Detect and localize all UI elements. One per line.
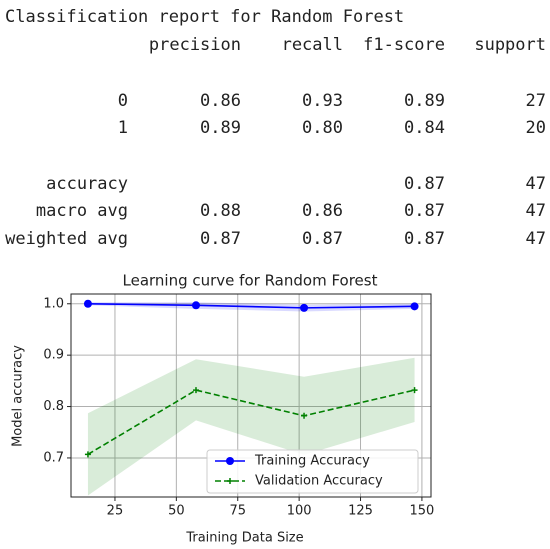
legend-box xyxy=(206,449,419,494)
cell: 0.87 xyxy=(200,229,241,249)
y-tick-label: 0.9 xyxy=(43,348,64,363)
x-tick-label: 25 xyxy=(107,504,124,519)
x-axis-label: Training Data Size xyxy=(185,531,303,546)
marker xyxy=(301,412,308,419)
legend-marker xyxy=(226,457,234,465)
cell: 0.93 xyxy=(302,91,343,111)
cell: 0.87 xyxy=(302,229,343,249)
legend-label: Validation Accuracy xyxy=(255,474,383,489)
cell: 0.86 xyxy=(200,91,241,111)
report-table: precision recall f1-score support 0 0.86 0.93 0… xyxy=(5,35,546,249)
column-header: f1-score xyxy=(363,35,445,55)
cell: 0.87 xyxy=(404,201,445,221)
line xyxy=(87,302,415,309)
y-axis-label: Model accuracy xyxy=(11,345,26,447)
confidence-band xyxy=(87,357,415,496)
x-tick-label: 100 xyxy=(287,504,312,519)
row-label: accuracy xyxy=(46,174,128,194)
chart: Learning curve for Random Forest Trainin… xyxy=(11,272,435,546)
marker xyxy=(411,387,418,394)
report-title: Classification report for Random Forest xyxy=(5,7,404,27)
cell: 0.89 xyxy=(404,91,445,111)
marker xyxy=(84,451,91,458)
row-label: 0 xyxy=(118,91,128,111)
marker xyxy=(83,299,92,308)
row-label: 1 xyxy=(118,118,128,138)
cell: 0.87 xyxy=(404,174,445,194)
legend-label: Training Accuracy xyxy=(254,454,370,469)
cell: 0.80 xyxy=(302,118,343,138)
cell: 20 xyxy=(526,118,546,138)
cell: 47 xyxy=(526,229,546,249)
line xyxy=(87,389,415,456)
marker xyxy=(192,387,199,394)
chart-title: Learning curve for Random Forest xyxy=(123,272,378,290)
column-header: support xyxy=(474,35,546,55)
row-label: macro avg xyxy=(36,201,128,221)
cell: 0.84 xyxy=(404,118,445,138)
column-header: precision xyxy=(149,35,241,55)
column-header: recall xyxy=(282,35,343,55)
marker xyxy=(410,302,419,311)
cell: 47 xyxy=(526,174,546,194)
legend-marker xyxy=(227,478,233,484)
marker xyxy=(191,301,200,310)
x-tick-label: 150 xyxy=(410,504,435,519)
y-tick-label: 0.8 xyxy=(43,399,64,414)
cell: 47 xyxy=(526,201,546,221)
cell: 0.88 xyxy=(200,201,241,221)
x-tick-label: 75 xyxy=(229,504,246,519)
cell: 0.87 xyxy=(404,229,445,249)
cell: 0.89 xyxy=(200,118,241,138)
x-tick-label: 125 xyxy=(348,504,373,519)
y-tick-label: 0.7 xyxy=(43,450,64,465)
marker xyxy=(300,303,309,312)
cell: 27 xyxy=(526,91,546,111)
y-tick-label: 1.0 xyxy=(43,296,64,311)
row-label: weighted avg xyxy=(5,229,128,249)
plot-frame xyxy=(70,293,432,498)
cell: 0.86 xyxy=(302,201,343,221)
x-tick-label: 50 xyxy=(168,504,185,519)
